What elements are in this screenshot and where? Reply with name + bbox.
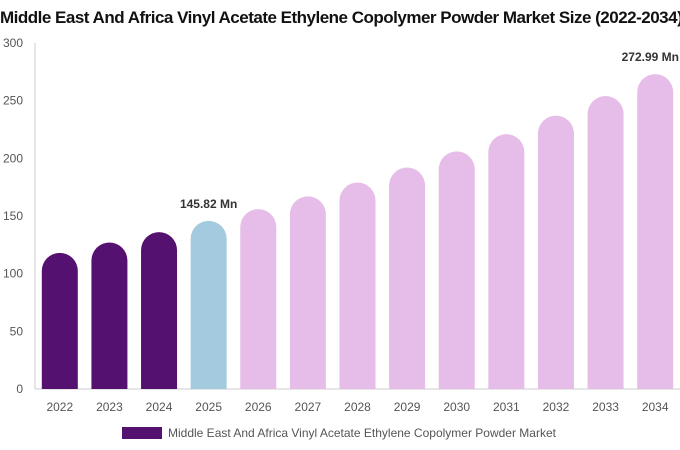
y-axis: 0 50 100 150 200 250 300 xyxy=(3,36,36,396)
bars xyxy=(41,74,674,389)
data-label: 145.82 Mn xyxy=(180,197,237,211)
y-tick-label: 200 xyxy=(3,151,23,165)
y-tick-label: 100 xyxy=(3,267,23,281)
x-axis: 2022 2023 2024 2025 2026 2027 2028 2029 2030 2031… xyxy=(35,388,680,414)
y-tick-label: 250 xyxy=(3,94,23,108)
x-tick-label: 2024 xyxy=(146,400,173,414)
bar-2034 xyxy=(637,74,674,389)
y-tick-label: 50 xyxy=(10,324,24,338)
bar-2025 xyxy=(190,220,227,389)
y-tick-label: 0 xyxy=(16,382,23,396)
x-tick-label: 2025 xyxy=(195,400,222,414)
chart-title: Middle East And Africa Vinyl Acetate Eth… xyxy=(0,8,680,27)
bar-2028 xyxy=(339,182,376,389)
x-tick-label: 2032 xyxy=(543,400,570,414)
x-tick-label: 2033 xyxy=(592,400,619,414)
y-tick-label: 300 xyxy=(3,36,23,50)
x-tick-label: 2028 xyxy=(344,400,371,414)
bar-2027 xyxy=(289,196,326,389)
bar-2022 xyxy=(41,252,78,389)
data-label: 272.99 Mn xyxy=(622,50,679,64)
x-tick-label: 2034 xyxy=(642,400,669,414)
x-tick-label: 2031 xyxy=(493,400,520,414)
x-tick-label: 2026 xyxy=(245,400,272,414)
x-tick-label: 2022 xyxy=(46,400,73,414)
bar-2024 xyxy=(141,232,178,389)
x-tick-label: 2027 xyxy=(295,400,322,414)
legend-label: Middle East And Africa Vinyl Acetate Eth… xyxy=(168,426,556,440)
bar-2033 xyxy=(587,96,624,389)
bar-2031 xyxy=(488,134,525,389)
x-tick-label: 2029 xyxy=(394,400,421,414)
legend: Middle East And Africa Vinyl Acetate Eth… xyxy=(122,425,556,441)
y-tick-label: 150 xyxy=(3,209,23,223)
x-tick-label: 2023 xyxy=(96,400,123,414)
bar-2029 xyxy=(389,167,426,389)
x-tick-label: 2030 xyxy=(443,400,470,414)
bar-2026 xyxy=(240,209,277,389)
data-labels: 145.82 Mn 272.99 Mn xyxy=(180,50,679,211)
bar-2032 xyxy=(537,115,574,389)
bar-2030 xyxy=(438,151,475,389)
legend-swatch xyxy=(122,427,162,439)
bar-2023 xyxy=(91,242,128,389)
